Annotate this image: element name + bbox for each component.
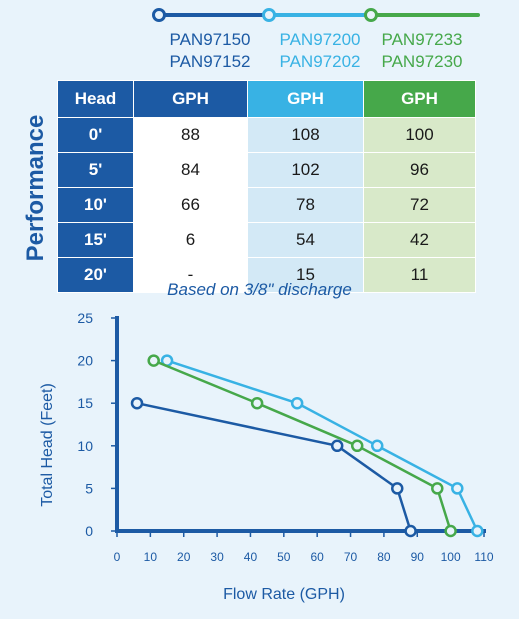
y-tick-label: 20 — [77, 353, 93, 369]
x-tick-label: 50 — [277, 550, 291, 564]
legend-label-line2: PAN97230 — [381, 52, 463, 71]
legend-swatch — [260, 8, 380, 22]
table-body: 0' 88 108 100 5' 84 102 96 10' 66 78 72 15' 6 54 42 20' -… — [57, 117, 476, 293]
x-tick-label: 10 — [144, 550, 158, 564]
legend-item-pan97150: PAN97150 PAN97152 — [150, 8, 270, 73]
legend-label: PAN97150 PAN97152 — [150, 29, 270, 73]
data-point — [444, 524, 457, 538]
row-head-cell: 5' — [57, 152, 134, 188]
table-row: 5' 84 102 96 — [57, 152, 476, 188]
legend-label-line1: PAN97150 — [169, 30, 251, 49]
legend-marker-circle-icon — [152, 8, 166, 22]
data-point — [404, 524, 417, 538]
header-gph-pan97200: GPH — [247, 80, 364, 118]
table-header-row: Head GPH GPH GPH — [57, 80, 476, 118]
gph-pan97150-cell: 84 — [133, 152, 248, 188]
table-row: 0' 88 108 100 — [57, 117, 476, 153]
chart-axes: 0 10 20 30 40 50 60 70 80 90 100 110 0 5 10 15 20 25 — [77, 310, 493, 564]
legend-label-line1: PAN97200 — [279, 30, 361, 49]
data-point — [350, 439, 364, 453]
header-head: Head — [57, 80, 134, 118]
x-axis-label: Flow Rate (GPH) — [223, 586, 345, 603]
gph-pan97150-cell: 6 — [133, 222, 248, 258]
x-tick-label: 0 — [114, 550, 121, 564]
discharge-note: Based on 3/8" discharge — [167, 280, 352, 299]
series-line — [136, 401, 412, 532]
legend-swatch — [362, 8, 482, 22]
data-point — [471, 524, 484, 538]
row-head-cell: 15' — [57, 222, 134, 258]
x-tick-label: 60 — [311, 550, 325, 564]
flow-chart: 0 10 20 30 40 50 60 70 80 90 100 110 0 5 10 15 20 25 Flow… — [39, 310, 494, 603]
x-tick-label: 90 — [411, 550, 425, 564]
x-tick-label: 20 — [177, 550, 191, 564]
gph-pan97233-cell: 100 — [363, 117, 476, 153]
row-head-cell: 10' — [57, 187, 134, 223]
data-point — [130, 396, 144, 410]
gph-pan97233-cell: 72 — [363, 187, 476, 223]
legend-label-line1: PAN97233 — [381, 30, 463, 49]
gph-pan97200-cell: 102 — [247, 152, 364, 188]
table-row: 20' -15 11 — [57, 257, 476, 293]
data-point — [431, 482, 444, 495]
gph-pan97150-cell: - — [133, 257, 248, 293]
series-1 — [130, 396, 417, 538]
gph-pan97233-cell: 96 — [363, 152, 476, 188]
data-point — [370, 439, 384, 453]
legend-label-line2: PAN97152 — [169, 52, 251, 71]
data-point — [147, 354, 160, 367]
series-3 — [147, 354, 457, 538]
row-head-cell: 20' — [57, 257, 134, 293]
legend-item-pan97200: PAN97200 PAN97202 — [260, 8, 380, 73]
table-row: 15' 6 54 42 — [57, 222, 476, 258]
y-tick-label: 5 — [85, 480, 93, 496]
legend-label: PAN97233 PAN97230 — [362, 29, 482, 73]
x-tick-label: 70 — [344, 550, 358, 564]
gph-pan97200-cell: 15 — [247, 257, 364, 293]
y-tick-label: 10 — [77, 438, 93, 454]
header-gph-pan97233: GPH — [363, 80, 476, 118]
chart-series — [130, 354, 484, 538]
x-tick-label: 110 — [474, 550, 493, 564]
gph-pan97200-cell: 54 — [247, 222, 364, 258]
table-row: 10' 66 78 72 — [57, 187, 476, 223]
performance-table: Head GPH GPH GPH 0' 88 108 100 5' 84 102 96 10' 6… — [57, 80, 476, 293]
legend-marker-circle-icon — [364, 8, 378, 22]
legend-line — [372, 13, 480, 17]
legend-label: PAN97200 PAN97202 — [260, 29, 380, 73]
gph-pan97233-cell: 11 — [363, 257, 476, 293]
data-point — [391, 482, 404, 495]
legend-marker-circle-icon — [262, 8, 276, 22]
legend-line — [160, 13, 268, 17]
data-point — [250, 396, 264, 410]
gph-pan97150-cell: 66 — [133, 187, 248, 223]
series-2 — [160, 354, 484, 538]
series-line — [153, 359, 452, 532]
x-tick-label: 30 — [210, 550, 224, 564]
legend-item-pan97233: PAN97233 PAN97230 — [362, 8, 482, 73]
performance-label: Performance — [22, 114, 49, 262]
data-point — [290, 396, 304, 410]
x-tick-label: 100 — [441, 550, 461, 564]
gph-pan97233-cell: 42 — [363, 222, 476, 258]
y-tick-label: 0 — [85, 523, 93, 539]
x-tick-label: 80 — [377, 550, 391, 564]
header-gph-pan97150: GPH — [133, 80, 248, 118]
y-axis-label: Total Head (Feet) — [39, 383, 56, 507]
data-point — [330, 439, 344, 453]
y-tick-label: 15 — [77, 395, 93, 411]
gph-pan97200-cell: 108 — [247, 117, 364, 153]
gph-pan97150-cell: 88 — [133, 117, 248, 153]
row-head-cell: 0' — [57, 117, 134, 153]
legend-swatch — [150, 8, 270, 22]
legend-line — [270, 13, 378, 17]
legend: PAN97150 PAN97152 PAN97200 PAN97202 PAN9… — [0, 0, 519, 80]
legend-label-line2: PAN97202 — [279, 52, 361, 71]
gph-pan97200-cell: 78 — [247, 187, 364, 223]
y-tick-label: 25 — [77, 310, 93, 326]
data-point — [451, 482, 464, 495]
x-tick-label: 40 — [244, 550, 258, 564]
